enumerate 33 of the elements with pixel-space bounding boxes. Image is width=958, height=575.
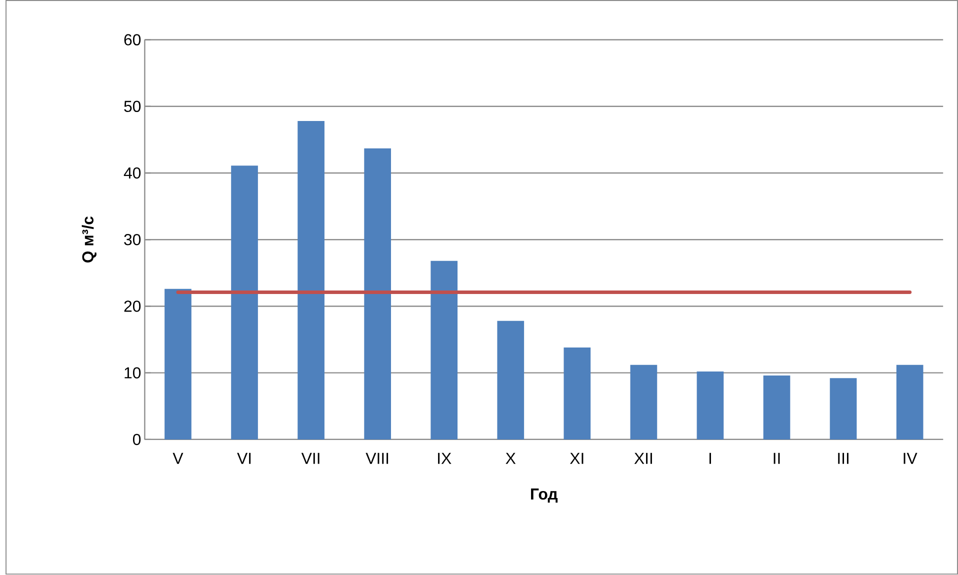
bar <box>830 378 857 440</box>
x-tick-label: V <box>172 453 184 464</box>
bar <box>896 365 924 440</box>
bar <box>298 121 324 440</box>
x-tick-label: XI <box>570 453 584 464</box>
y-tick-label: 20 <box>124 300 141 312</box>
x-tick-label: III <box>838 453 848 464</box>
x-tick-label: I <box>709 453 711 464</box>
bar <box>231 166 258 440</box>
x-tick-label: X <box>506 453 516 464</box>
y-tick-label: 50 <box>124 100 141 112</box>
y-tick-label: 0 <box>132 434 141 446</box>
y-tick-label: 40 <box>124 168 141 179</box>
x-tick-label: XII <box>634 453 652 464</box>
bar <box>696 372 724 440</box>
x-axis-title: Год <box>531 488 558 503</box>
x-tick-label: VI <box>237 453 251 464</box>
y-tick-label: 10 <box>124 367 141 379</box>
y-tick-label: 60 <box>124 34 141 46</box>
bar <box>364 148 391 440</box>
x-tick-label: II <box>774 453 780 464</box>
bar <box>164 289 192 440</box>
x-tick-label: IX <box>438 453 452 464</box>
bar <box>564 348 591 440</box>
bar <box>430 261 458 440</box>
bar <box>497 321 524 440</box>
y-tick-label: 30 <box>124 234 141 246</box>
x-tick-label: VII <box>301 453 320 464</box>
y-axis-title: Q м³/с <box>82 216 96 263</box>
bar <box>630 365 658 440</box>
x-tick-label: VIII <box>366 453 388 464</box>
x-tick-label: IV <box>904 453 918 464</box>
bar <box>763 376 790 440</box>
